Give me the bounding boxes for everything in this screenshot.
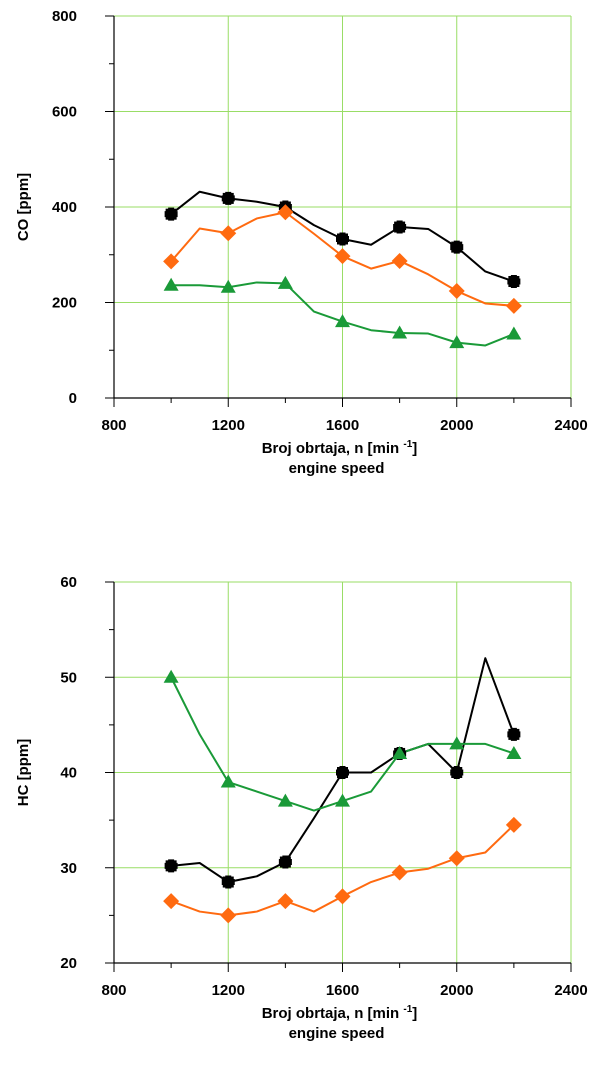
co-point-square-plus-square	[337, 233, 348, 245]
co-point-triangle	[335, 314, 350, 328]
co-point-diamond	[163, 253, 180, 270]
co-point-triangle	[449, 335, 465, 349]
co-x-tick-label: 800	[101, 417, 126, 434]
hc-x-axis-title: Broj obrtaja, n [min -1]	[262, 1004, 418, 1022]
hc-x-axis-subtitle: engine speed	[289, 1025, 385, 1042]
co-point-diamond	[220, 225, 237, 242]
co-point-diamond	[448, 283, 465, 300]
co-point-diamond	[334, 248, 351, 265]
hc-point-triangle	[277, 793, 293, 807]
co-y-tick-label: 400	[52, 199, 77, 216]
co-y-tick-label: 0	[69, 390, 77, 407]
hc-point-triangle	[335, 793, 350, 807]
co-chart: 0 200 400 600 800 800 1200 1600 2000 2400 CO [ppm]…	[15, 8, 588, 477]
co-x-tick-label: 2000	[440, 417, 473, 434]
co-point-triangle	[163, 277, 179, 291]
co-x-axis-title-main: Broj obrtaja, n [min	[262, 440, 404, 457]
co-point-square-plus-square	[451, 241, 463, 253]
hc-point-triangle	[220, 774, 236, 788]
co-x-axis-title-superscript: -1	[403, 439, 412, 450]
co-x-tick-label: 2400	[554, 417, 587, 434]
co-y-tick-label: 800	[52, 8, 77, 25]
co-point-triangle	[277, 275, 293, 289]
co-y-tick-label: 600	[52, 104, 77, 121]
hc-point-triangle	[163, 669, 179, 683]
hc-point-diamond	[391, 864, 408, 881]
hc-x-tick-label: 1600	[326, 982, 359, 999]
co-x-axis-title-close: ]	[412, 440, 417, 457]
co-x-axis-subtitle: engine speed	[289, 460, 385, 477]
hc-point-square-plus-square	[451, 767, 463, 778]
hc-y-tick-label: 30	[60, 860, 77, 877]
co-x-tick-label: 1600	[326, 417, 359, 434]
co-y-tick-label: 200	[52, 295, 77, 312]
co-point-square-plus-square	[394, 221, 406, 233]
co-point-triangle	[506, 326, 522, 340]
hc-y-tick-label: 20	[60, 955, 77, 972]
hc-x-axis-title-main: Broj obrtaja, n [min	[262, 1005, 404, 1022]
hc-y-tick-label: 60	[60, 574, 77, 591]
hc-point-square-plus-square	[165, 860, 177, 872]
hc-point-diamond	[448, 850, 465, 867]
hc-x-tick-label: 2000	[440, 982, 473, 999]
hc-point-square-plus-square	[279, 856, 291, 868]
hc-chart: 20 30 40 50 60 800 1200 1600 2000 2400 HC [ppm] Bro…	[15, 574, 588, 1042]
hc-point-diamond	[277, 893, 294, 910]
hc-point-triangle	[506, 745, 522, 759]
co-point-triangle	[220, 279, 236, 293]
co-point-diamond	[277, 204, 294, 221]
hc-x-tick-label: 1200	[212, 982, 245, 999]
hc-point-triangle	[449, 736, 465, 750]
co-point-square-plus-square	[222, 192, 234, 204]
hc-y-tick-label: 40	[60, 765, 77, 782]
co-point-triangle	[392, 325, 408, 339]
hc-point-diamond	[220, 907, 237, 924]
hc-point-diamond	[505, 816, 522, 833]
co-y-axis-title: CO [ppm]	[15, 173, 32, 241]
co-x-axis-title: Broj obrtaja, n [min -1]	[262, 439, 418, 457]
hc-point-square-plus-square	[222, 876, 234, 888]
co-x-tick-label: 1200	[212, 417, 245, 434]
hc-x-axis-title-superscript: -1	[403, 1004, 412, 1015]
hc-point-diamond	[163, 893, 180, 910]
hc-point-triangle	[392, 745, 408, 759]
hc-x-tick-label: 2400	[554, 982, 587, 999]
co-point-square-plus-square	[508, 275, 520, 287]
hc-y-tick-label: 50	[60, 669, 77, 686]
hc-point-diamond	[334, 888, 351, 905]
hc-x-tick-label: 800	[101, 982, 126, 999]
hc-point-square-plus-square	[337, 767, 348, 778]
co-point-diamond	[505, 297, 522, 314]
hc-y-axis-title: HC [ppm]	[15, 739, 32, 807]
hc-x-axis-title-close: ]	[412, 1005, 417, 1022]
co-point-diamond	[391, 252, 408, 269]
hc-point-square-plus-square	[508, 728, 520, 740]
co-point-square-plus-square	[165, 208, 177, 220]
